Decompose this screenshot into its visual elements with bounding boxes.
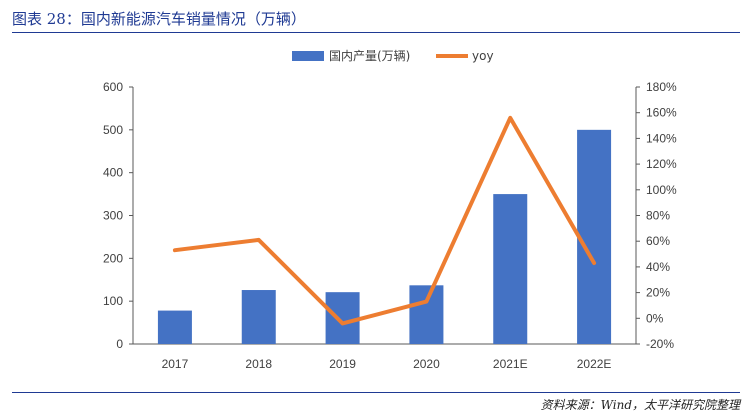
source-note: 资料来源：Wind，太平洋研究院整理: [540, 398, 740, 412]
top-rule: [12, 32, 740, 33]
right-axis-tick-label: -20%: [646, 337, 674, 351]
right-axis-tick-label: 80%: [646, 209, 670, 223]
x-axis-tick-label: 2021E: [493, 357, 528, 371]
x-axis-tick-label: 2022E: [577, 357, 612, 371]
right-axis-tick-label: 40%: [646, 260, 670, 274]
left-axis-tick-label: 100: [103, 294, 123, 308]
left-axis-tick-label: 500: [103, 123, 123, 137]
right-axis-tick-label: 140%: [646, 131, 677, 145]
right-axis-tick-label: 180%: [646, 80, 677, 94]
x-axis-tick-label: 2017: [162, 357, 189, 371]
right-axis-tick-label: 60%: [646, 234, 670, 248]
legend-line-label: yoy: [472, 49, 494, 63]
right-axis-tick-label: 100%: [646, 183, 677, 197]
left-axis-tick-label: 0: [116, 337, 123, 351]
line-series: [172, 115, 597, 326]
x-axis-tick-label: 2019: [329, 357, 356, 371]
legend: 国内产量(万辆) yoy: [292, 49, 494, 63]
left-axis-tick-label: 200: [103, 251, 123, 265]
bar-2020: [409, 285, 444, 344]
right-axis-tick-label: 20%: [646, 286, 670, 300]
left-axis-tick-label: 400: [103, 166, 123, 180]
bottom-rule: [12, 392, 740, 393]
yoy-line: [172, 115, 597, 326]
bar-2017: [157, 310, 192, 344]
figure-caption: 图表 28：国内新能源汽车销量情况（万辆）: [12, 10, 306, 28]
bar-series: [157, 129, 612, 344]
right-axis-tick-label: 120%: [646, 157, 677, 171]
bar-2021E: [493, 194, 528, 344]
legend-bar-swatch: [292, 51, 324, 61]
left-axis-tick-label: 300: [103, 209, 123, 223]
right-axis-tick-label: 0%: [646, 311, 664, 325]
legend-bar-label: 国内产量(万辆): [329, 49, 410, 63]
axes: 0 100 200 300 400 500 600 -20% 0% 20% 40% 60% 80% 100…: [103, 80, 677, 371]
bar-2018: [241, 290, 276, 344]
left-axis-tick-label: 600: [103, 80, 123, 94]
bar-2019: [325, 292, 360, 344]
bar-2022E: [577, 129, 612, 344]
right-axis-tick-label: 160%: [646, 106, 677, 120]
x-axis-tick-label: 2018: [245, 357, 272, 371]
x-axis-tick-label: 2020: [413, 357, 440, 371]
